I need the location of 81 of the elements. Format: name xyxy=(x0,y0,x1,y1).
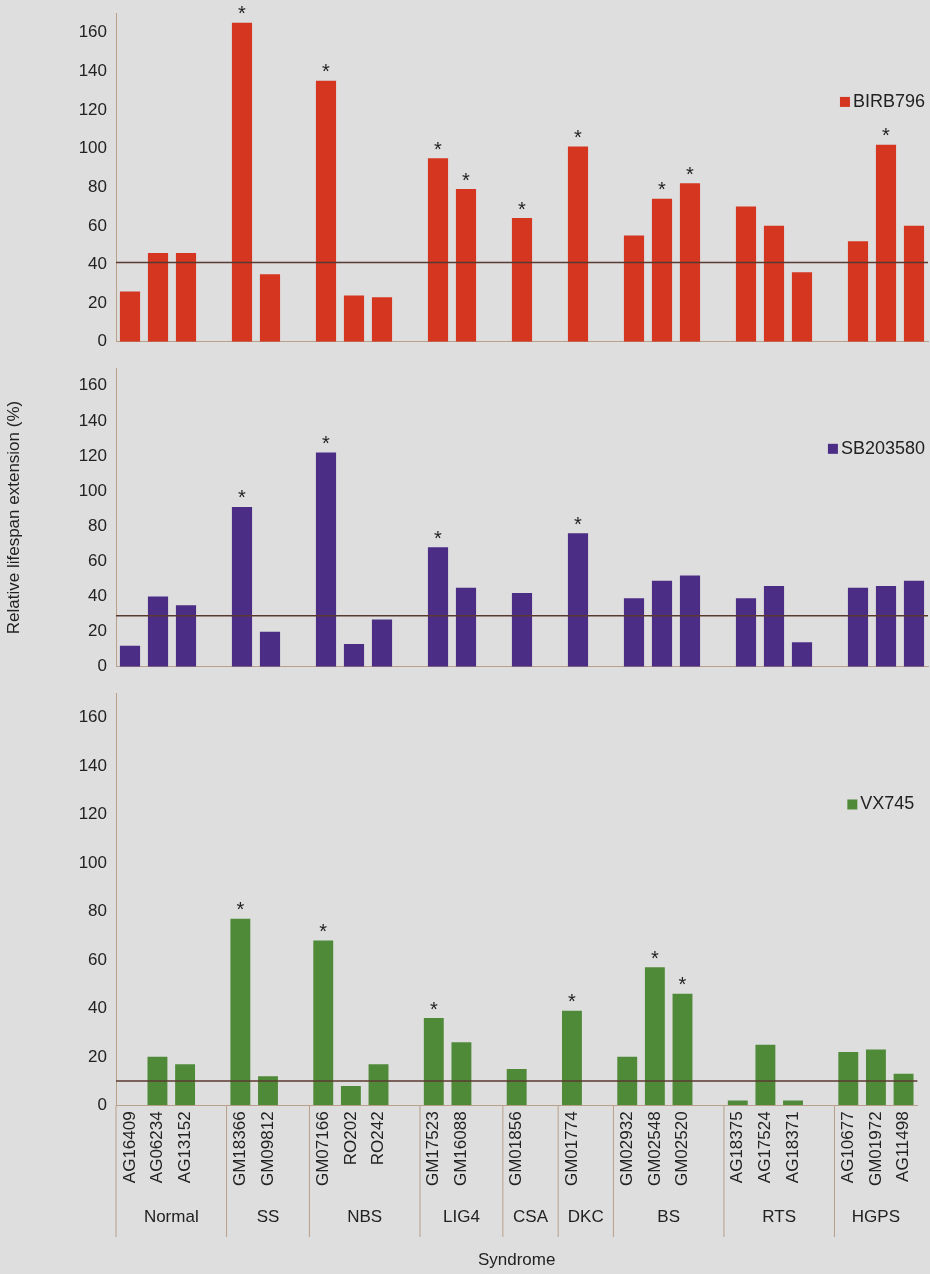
annotation: * xyxy=(574,512,583,535)
text: CSA xyxy=(513,1206,549,1226)
annotation: * xyxy=(322,60,331,83)
y-tick-label: 80 xyxy=(88,901,107,921)
y-tick-label: 80 xyxy=(88,515,107,535)
x-tick-label: AG06234 xyxy=(147,1111,167,1184)
annotation: * xyxy=(678,973,687,996)
y-tick-label: 60 xyxy=(88,215,107,235)
text: BS xyxy=(657,1206,681,1226)
annotation: * xyxy=(429,997,438,1020)
x-tick-label: AG18371 xyxy=(782,1111,802,1184)
annotation: * xyxy=(434,526,443,549)
y-tick-label: 120 xyxy=(78,99,107,119)
annotation: * xyxy=(658,178,667,201)
x-tick-label: GM01774 xyxy=(561,1111,581,1187)
annotation: * xyxy=(236,898,245,921)
x-tick-label: AG10677 xyxy=(837,1111,857,1184)
x-tick-label: RO202 xyxy=(340,1111,360,1166)
annotation: * xyxy=(238,486,247,509)
x-tick-label: GM02548 xyxy=(644,1111,664,1187)
y-tick-label: 20 xyxy=(88,292,107,312)
annotation: * xyxy=(434,137,443,160)
legend-label: BIRB796 xyxy=(852,90,925,111)
y-tick-label: 60 xyxy=(88,551,107,571)
x-tick-label: AG18375 xyxy=(727,1111,747,1184)
text: RTS xyxy=(762,1206,797,1226)
x-tick-label: GM16088 xyxy=(451,1111,471,1187)
x-tick-label: GM17523 xyxy=(423,1111,443,1187)
annotation: * xyxy=(518,197,527,220)
y-tick-label: 140 xyxy=(78,755,107,775)
y-tick-label: 20 xyxy=(88,1046,107,1066)
x-tick-label: AG11498 xyxy=(893,1111,913,1182)
y-tick-label: 20 xyxy=(88,621,107,641)
text: SS xyxy=(256,1206,280,1226)
y-tick-label: 100 xyxy=(78,852,107,872)
y-tick-label: 40 xyxy=(88,586,107,606)
x-tick-label: AG17524 xyxy=(755,1111,775,1184)
annotation: * xyxy=(650,946,659,969)
annotation: * xyxy=(319,920,328,942)
annotation: * xyxy=(686,162,695,185)
y-tick-label: 100 xyxy=(78,138,107,158)
y-tick-label: 160 xyxy=(78,707,107,727)
annotation: * xyxy=(574,126,583,149)
x-tick-label: GM18366 xyxy=(230,1111,250,1187)
y-tick-label: 40 xyxy=(88,254,107,274)
y-axis-title: Relative lifespan extension (%) xyxy=(3,400,23,635)
text: NBS xyxy=(347,1206,383,1226)
y-tick-label: 40 xyxy=(88,998,107,1018)
x-tick-label: GM07166 xyxy=(312,1111,332,1187)
legend-label: VX745 xyxy=(860,793,915,814)
text: LIG4 xyxy=(442,1206,480,1226)
x-axis-title: Syndrome xyxy=(477,1249,556,1269)
text: HGPS xyxy=(851,1206,901,1226)
x-tick-label: GM09812 xyxy=(257,1111,277,1187)
y-tick-label: 160 xyxy=(78,22,107,42)
y-tick-label: 0 xyxy=(97,331,107,351)
y-tick-label: 100 xyxy=(78,480,107,500)
y-tick-label: 140 xyxy=(78,60,107,80)
x-tick-label: AG16409 xyxy=(119,1111,139,1184)
x-tick-label: RO242 xyxy=(368,1111,388,1166)
x-tick-label: AG13152 xyxy=(174,1111,194,1184)
annotation: * xyxy=(322,432,331,455)
y-tick-label: 120 xyxy=(78,445,107,465)
y-tick-label: 80 xyxy=(88,176,107,196)
y-tick-label: 160 xyxy=(78,375,107,395)
x-tick-label: GM01972 xyxy=(865,1111,885,1187)
y-tick-label: 60 xyxy=(88,949,107,969)
y-tick-label: 120 xyxy=(78,804,107,824)
text: Normal xyxy=(143,1206,199,1226)
y-tick-label: 0 xyxy=(97,656,107,676)
annotation: * xyxy=(882,124,891,147)
annotation: * xyxy=(462,168,471,191)
legend-label: SB203580 xyxy=(840,437,925,458)
x-tick-label: GM02520 xyxy=(672,1111,692,1187)
annotation: * xyxy=(568,990,577,1013)
x-tick-label: GM01856 xyxy=(506,1111,526,1187)
y-tick-label: 0 xyxy=(97,1095,107,1115)
annotation: * xyxy=(238,2,247,25)
text: DKC xyxy=(567,1206,604,1226)
x-tick-label: GM02932 xyxy=(616,1111,636,1187)
y-tick-label: 140 xyxy=(78,410,107,430)
